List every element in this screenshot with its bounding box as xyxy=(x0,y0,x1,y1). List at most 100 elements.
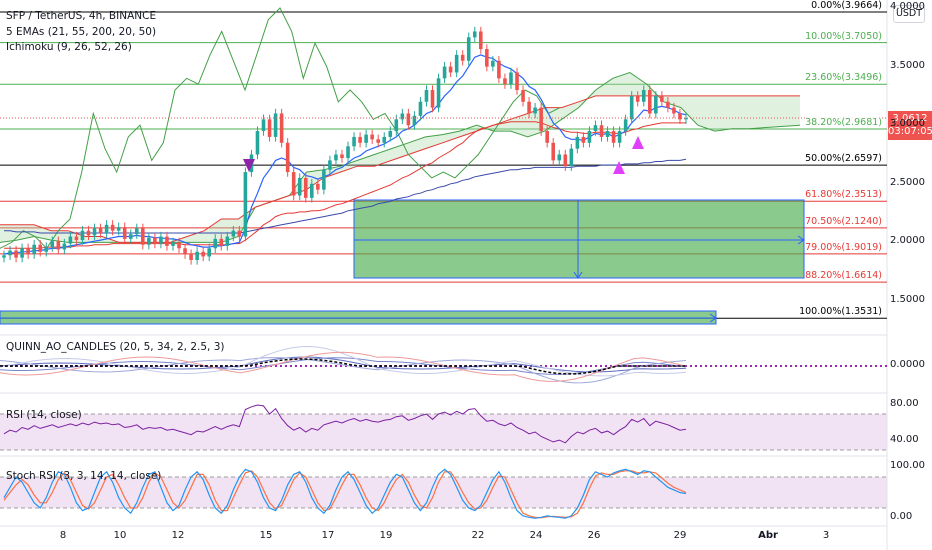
candle-body xyxy=(68,236,73,244)
candle-body xyxy=(165,236,169,246)
x-tick-label: Abr xyxy=(758,530,778,541)
ichimoku-legend[interactable]: Ichimoku (9, 26, 52, 26) xyxy=(6,41,132,53)
candle-countdown: 03:07:05 xyxy=(888,126,932,137)
candle-body xyxy=(38,244,43,252)
candle-body xyxy=(479,31,483,50)
rsi-pane-label[interactable]: RSI (14, close) xyxy=(6,409,82,421)
candle-body xyxy=(424,90,429,102)
candle-body xyxy=(430,90,435,108)
candle-body xyxy=(684,118,688,120)
candle-body xyxy=(50,241,55,248)
ao-band-line xyxy=(0,345,687,377)
candle-body xyxy=(521,90,525,102)
candle-body xyxy=(557,154,562,161)
y-tick-label: 2.5000 xyxy=(890,176,925,188)
candle-body xyxy=(273,113,278,137)
fib-label: 38.20%(2.9681) xyxy=(805,116,882,128)
candle-body xyxy=(171,242,175,246)
current-price-tag: 3.0612 03:07:05 xyxy=(888,111,932,140)
rsi-pane[interactable] xyxy=(0,404,887,451)
candle-body xyxy=(400,113,405,120)
ao-band-line xyxy=(0,357,687,384)
y-tick-label: 2.0000 xyxy=(890,235,925,247)
candle-body xyxy=(116,227,121,231)
candle-body xyxy=(225,236,230,246)
stoch-pane[interactable] xyxy=(0,468,887,519)
candle-body xyxy=(32,244,36,255)
candle-body xyxy=(497,60,501,79)
candle-body xyxy=(617,131,622,143)
rsi-line xyxy=(3,404,687,444)
candle-body xyxy=(80,230,85,241)
candle-body xyxy=(406,113,411,126)
candle-body xyxy=(177,242,181,249)
x-tick-label: 22 xyxy=(471,530,485,541)
candle-body xyxy=(291,172,296,196)
candle-body xyxy=(316,183,320,190)
ichimoku-lagging-span xyxy=(0,7,561,250)
candle-body xyxy=(255,131,260,155)
cloud-span-b xyxy=(0,95,800,243)
candle-body xyxy=(183,248,187,255)
bottom-zone[interactable] xyxy=(0,310,717,325)
y-tick-label: 4.0000 xyxy=(890,1,925,12)
stoch-pane-label[interactable]: Stoch RSI (3, 3, 14, 14, close) xyxy=(6,470,162,482)
fib-label: 0.00%(3.9664) xyxy=(811,0,882,11)
ao-band-line xyxy=(0,351,687,382)
candle-body xyxy=(629,95,634,120)
candle-body xyxy=(382,136,387,143)
candle-body xyxy=(352,136,356,147)
candle-body xyxy=(62,243,67,250)
candle-body xyxy=(545,131,549,143)
ao-pane[interactable] xyxy=(0,345,887,384)
currency-badge[interactable]: USDT xyxy=(893,5,925,23)
candle-body xyxy=(678,113,682,120)
ema-legend[interactable]: 5 EMAs (21, 55, 200, 20, 50) xyxy=(6,26,157,38)
stoch-d-line xyxy=(3,470,687,519)
y-tick-label: 0.0000 xyxy=(890,359,925,370)
buy-signal-marker xyxy=(613,161,625,174)
candle-body xyxy=(153,237,157,244)
candle-body xyxy=(310,183,314,198)
candle-body xyxy=(328,160,332,170)
candle-body xyxy=(189,254,193,260)
candle-body xyxy=(8,250,12,256)
candle-body xyxy=(605,131,610,137)
candle-body xyxy=(219,238,224,246)
candle-body xyxy=(334,154,338,161)
candle-body xyxy=(98,228,103,234)
candle-body xyxy=(503,78,507,85)
ao-pane-label[interactable]: QUINN_AO_CANDLES (20, 5, 34, 2, 2.5, 3) xyxy=(6,341,225,353)
candle-body xyxy=(207,248,211,257)
candle-body xyxy=(141,228,145,245)
candle-body xyxy=(322,169,326,190)
y-tick-label: 3.5000 xyxy=(890,59,925,71)
x-tick-label: 3 xyxy=(822,530,830,541)
candle-body xyxy=(2,255,6,258)
candle-body xyxy=(261,119,266,132)
candle-body xyxy=(20,248,24,258)
candle-body xyxy=(56,241,61,250)
candle-body xyxy=(641,90,646,102)
y-tick-label: 1.5000 xyxy=(890,294,925,305)
fib-label: 10.00%(3.7050) xyxy=(805,30,882,42)
candle-body xyxy=(466,37,471,61)
target-zone[interactable] xyxy=(353,199,805,279)
candle-body xyxy=(436,78,441,108)
candle-body xyxy=(74,236,79,241)
candles[interactable] xyxy=(0,26,887,265)
candle-body xyxy=(26,248,30,255)
y-tick-label: 40.00 xyxy=(890,434,919,445)
candle-body xyxy=(551,142,556,161)
x-tick-label: 12 xyxy=(171,530,185,541)
candle-body xyxy=(460,54,465,61)
fib-label: 50.00%(2.6597) xyxy=(805,153,882,165)
candle-body xyxy=(201,251,205,257)
fib-label: 100.00%(1.3531) xyxy=(799,306,882,318)
candle-body xyxy=(231,230,236,237)
candle-body xyxy=(412,115,417,126)
candle-body xyxy=(340,154,344,159)
candle-body xyxy=(418,101,423,116)
candle-body xyxy=(195,251,199,260)
